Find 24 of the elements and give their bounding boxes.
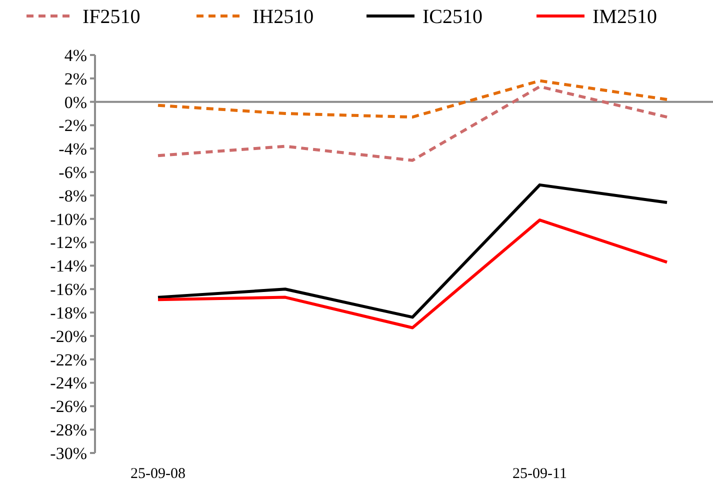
x-tick-label: 25-09-11 [512,466,567,482]
y-tick-label: -8% [58,186,87,206]
y-tick-label: 0% [64,92,87,112]
y-tick-label: -4% [58,140,87,159]
y-tick-label: -16% [50,280,87,300]
y-tick-label: -30% [50,444,87,463]
y-tick-label: -24% [50,374,87,393]
y-tick-label: -26% [50,397,87,416]
y-tick-label: -6% [58,163,87,182]
legend-label: IH2510 [252,6,314,28]
legend-label: IF2510 [82,6,140,28]
y-tick-label: -12% [50,233,87,252]
x-tick-label: 25-09-08 [130,466,186,482]
legend-label: IC2510 [422,6,482,28]
y-tick-label: -18% [50,303,87,322]
y-tick-label: -14% [50,256,87,276]
y-tick-label: -28% [50,420,87,440]
y-tick-label: 2% [64,69,87,88]
y-tick-label: 4% [64,46,87,65]
y-tick-label: -10% [50,210,87,229]
legend-label: IM2510 [592,6,657,28]
y-tick-label: -20% [50,326,87,346]
y-tick-label: -22% [50,350,87,370]
y-tick-label: -2% [58,116,87,136]
